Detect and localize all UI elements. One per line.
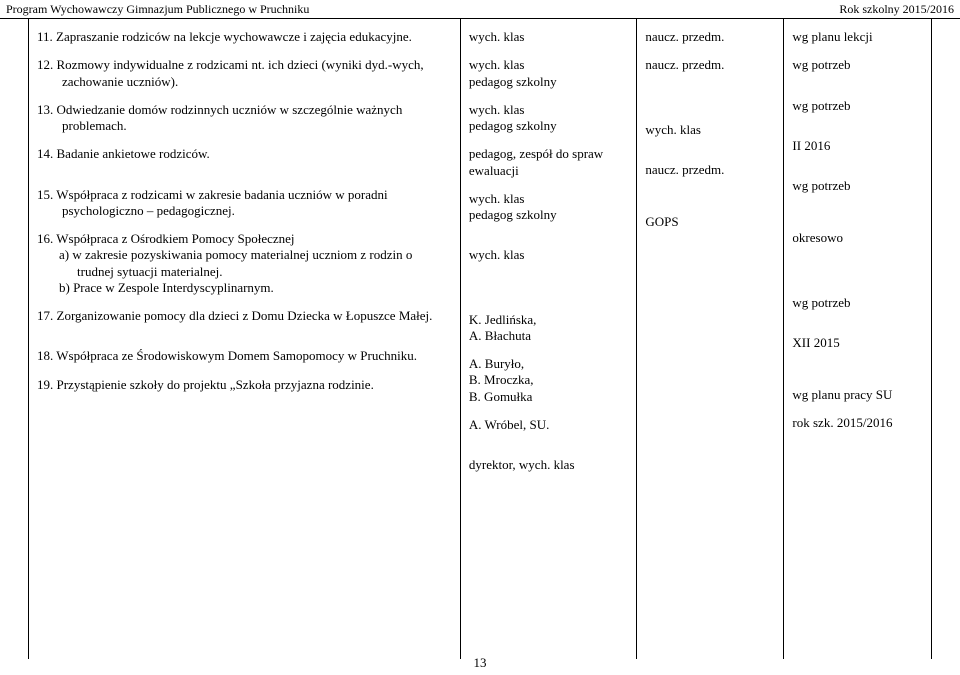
activity-text: 13. Odwiedzanie domów rodzinnych uczniów… (37, 102, 452, 135)
responsible-text: K. Jedlińska, A. Błachuta (469, 312, 628, 345)
activity-subtext: b) Prace w Zespole Interdyscyplinarnym. (37, 280, 452, 296)
activity-subtext: a) w zakresie pozyskiwania pomocy materi… (37, 247, 452, 280)
page-header: Program Wychowawczy Gimnazjum Publiczneg… (0, 0, 960, 19)
activity-text: 16. Współpraca z Ośrodkiem Pomocy Społec… (37, 231, 452, 247)
responsible-text: A. Buryło, B. Mroczka, B. Gomułka (469, 356, 628, 405)
deadline-text: rok szk. 2015/2016 (792, 415, 923, 431)
program-table: 11. Zapraszanie rodziców na lekcje wycho… (29, 19, 931, 659)
collaborator-text: naucz. przedm. (645, 57, 775, 73)
deadline-text: XII 2015 (792, 335, 923, 351)
deadline-text: wg potrzeb (792, 295, 923, 311)
collaborator-text: GOPS (645, 214, 775, 230)
responsible-text: wych. klas (469, 29, 628, 45)
page-number: 13 (474, 655, 487, 671)
activity-text: 12. Rozmowy indywidualne z rodzicami nt.… (37, 57, 452, 90)
activity-text: 15. Współpraca z rodzicami w zakresie ba… (37, 187, 452, 220)
responsible-text: wych. klas pedagog szkolny (469, 191, 628, 224)
collaborator-text: naucz. przedm. (645, 29, 775, 45)
responsible-text: wych. klas pedagog szkolny (469, 102, 628, 135)
activity-text: 11. Zapraszanie rodziców na lekcje wycho… (37, 29, 452, 45)
deadline-text: wg planu pracy SU (792, 387, 923, 403)
deadline-text: wg potrzeb (792, 98, 923, 114)
activity-text: 17. Zorganizowanie pomocy dla dzieci z D… (37, 308, 452, 324)
deadline-text: wg planu lekcji (792, 29, 923, 45)
deadline-text: wg potrzeb (792, 57, 923, 73)
activity-text: 19. Przystąpienie szkoły do projektu „Sz… (37, 377, 452, 393)
header-right: Rok szkolny 2015/2016 (839, 2, 954, 17)
responsible-text: wych. klas pedagog szkolny (469, 57, 628, 90)
responsible-text: pedagog, zespół do spraw ewaluacji (469, 146, 628, 179)
collaborator-text: naucz. przedm. (645, 162, 775, 178)
table-row: 11. Zapraszanie rodziców na lekcje wycho… (29, 19, 931, 659)
deadline-text: okresowo (792, 230, 923, 246)
content-frame: 11. Zapraszanie rodziców na lekcje wycho… (28, 19, 932, 659)
responsible-text: wych. klas (469, 247, 628, 263)
responsible-text: dyrektor, wych. klas (469, 457, 628, 473)
responsible-text: A. Wróbel, SU. (469, 417, 628, 433)
activity-text: 14. Badanie ankietowe rodziców. (37, 146, 452, 162)
header-left: Program Wychowawczy Gimnazjum Publiczneg… (6, 2, 309, 17)
deadline-text: wg potrzeb (792, 178, 923, 194)
deadline-text: II 2016 (792, 138, 923, 154)
activity-text: 18. Współpraca ze Środowiskowym Domem Sa… (37, 348, 452, 364)
collaborator-text: wych. klas (645, 122, 775, 138)
